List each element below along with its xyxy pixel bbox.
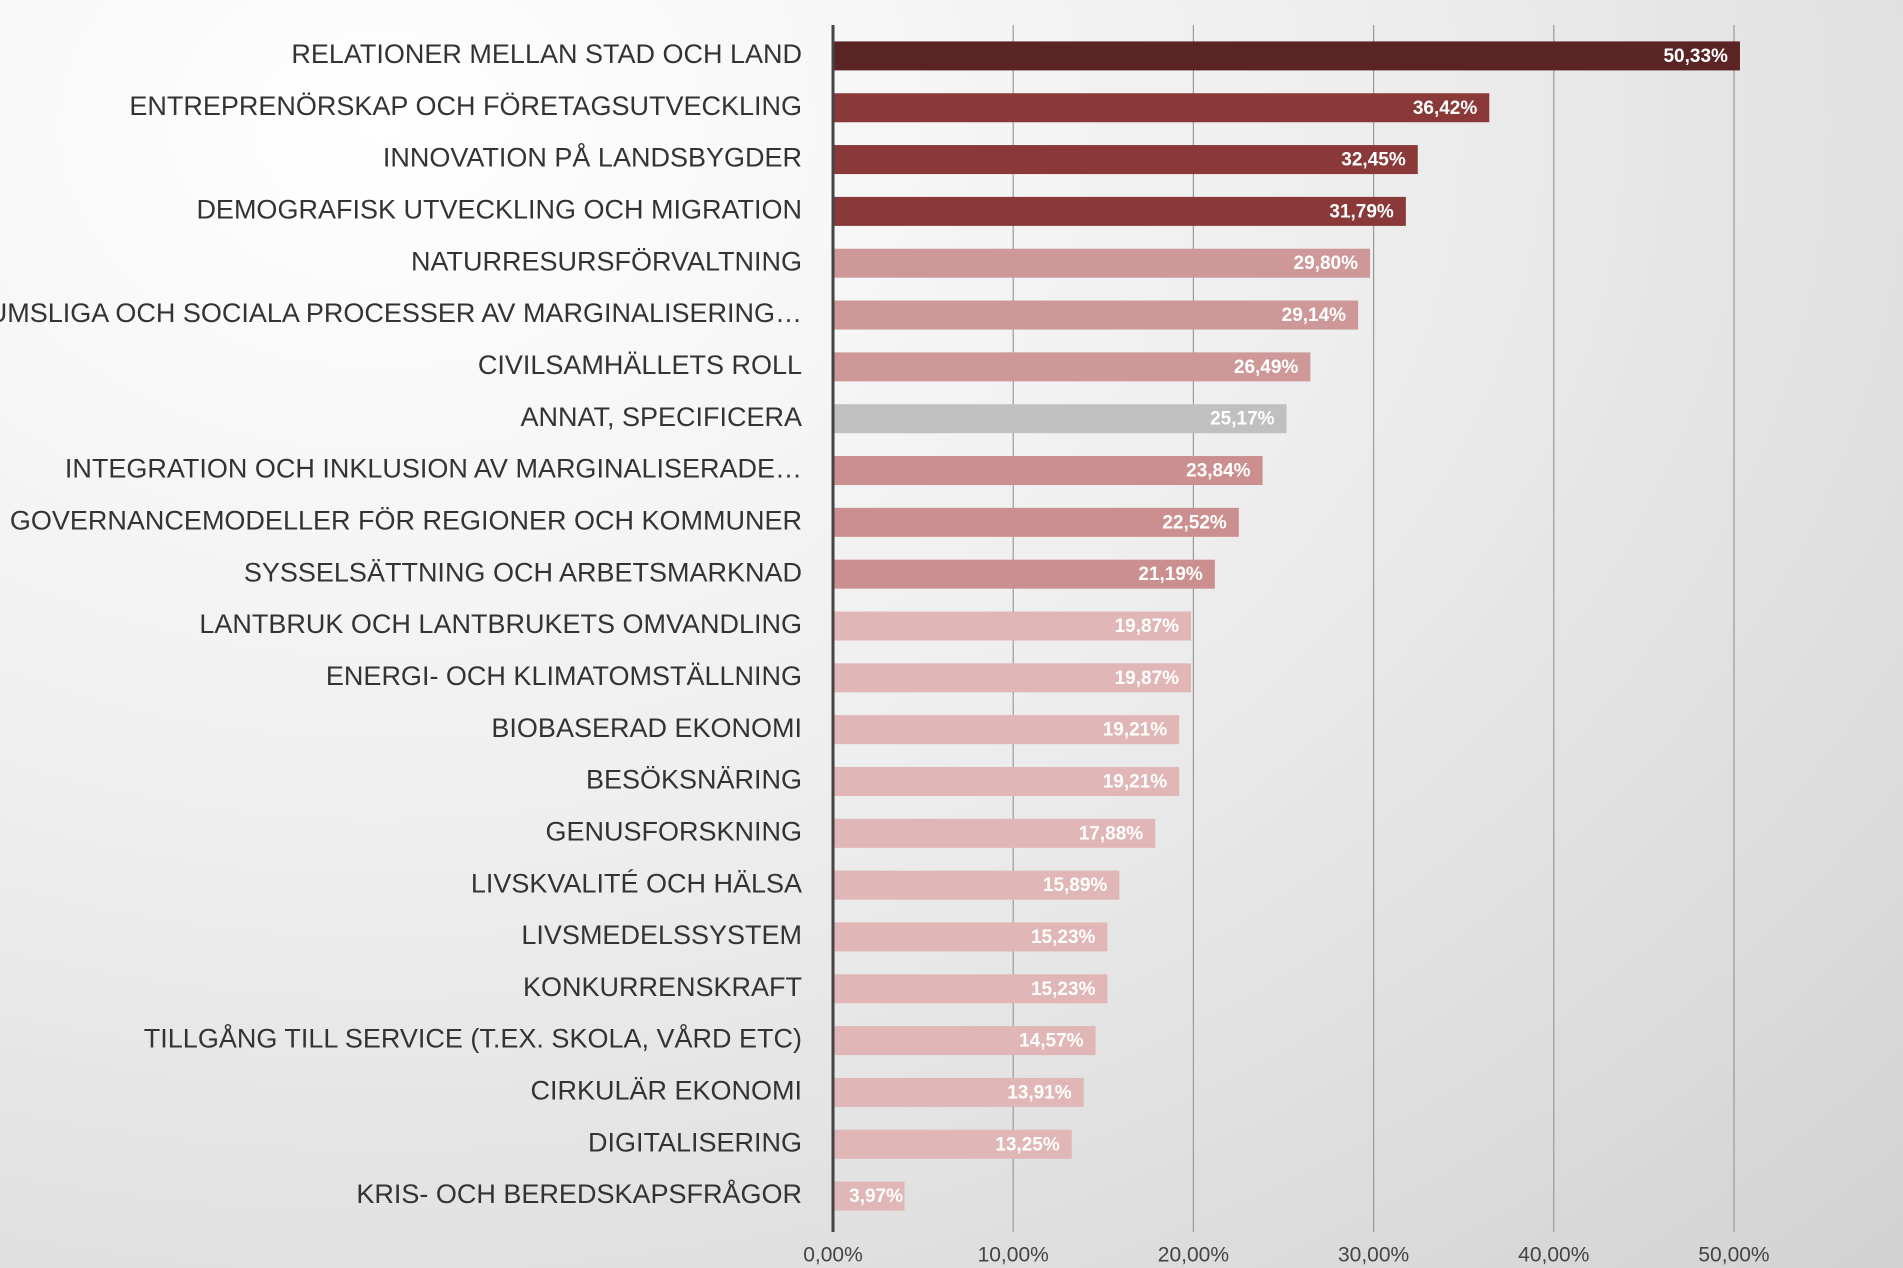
y-tick-label: GENUSFORSKNING (545, 816, 802, 846)
y-tick-label: CIRKULÄR EKONOMI (530, 1076, 802, 1106)
bar (833, 248, 1370, 278)
y-tick-label: INTEGRATION OCH INKLUSION AV MARGINALISE… (65, 454, 802, 484)
value-label: 14,57% (1019, 1031, 1084, 1052)
y-tick-label: LIVSMEDELSSYSTEM (521, 920, 802, 950)
x-tick-label: 20,00% (1158, 1244, 1229, 1267)
y-tick-label: GOVERNANCEMODELLER FÖR REGIONER OCH KOMM… (10, 505, 802, 535)
bar (833, 145, 1418, 175)
bar (833, 41, 1740, 71)
bar (833, 559, 1215, 589)
x-tick-label: 0,00% (803, 1244, 863, 1267)
value-label: 19,87% (1115, 668, 1180, 689)
value-label: 19,87% (1115, 616, 1180, 637)
y-tick-label: ENTREPRENÖRSKAP OCH FÖRETAGSUTVECKLING (129, 91, 802, 121)
y-tick-label: RUMSLIGA OCH SOCIALA PROCESSER AV MARGIN… (0, 298, 802, 328)
value-label: 29,80% (1294, 253, 1359, 274)
bar (833, 974, 1108, 1004)
y-tick-label: DEMOGRAFISK UTVECKLING OCH MIGRATION (196, 195, 802, 225)
y-tick-label: ANNAT, SPECIFICERA (520, 402, 802, 432)
x-tick-label: 40,00% (1518, 1244, 1589, 1267)
y-tick-label: RELATIONER MELLAN STAD OCH LAND (291, 39, 802, 69)
x-tick-label: 10,00% (978, 1244, 1049, 1267)
value-label: 15,23% (1031, 927, 1096, 948)
y-tick-label: LIVSKVALITÉ OCH HÄLSA (471, 868, 802, 898)
y-tick-label: NATURRESURSFÖRVALTNING (411, 246, 802, 276)
bar (833, 404, 1287, 434)
value-label: 25,17% (1210, 409, 1275, 430)
bar (833, 922, 1108, 952)
y-tick-label: DIGITALISERING (588, 1127, 802, 1157)
value-label: 19,21% (1103, 771, 1168, 792)
value-label: 32,45% (1341, 150, 1406, 171)
y-tick-label: BIOBASERAD EKONOMI (491, 713, 802, 743)
value-label: 22,52% (1162, 512, 1227, 533)
bar (833, 1077, 1084, 1107)
value-label: 26,49% (1234, 357, 1299, 378)
y-tick-label: CIVILSAMHÄLLETS ROLL (478, 350, 802, 380)
y-tick-label: SYSSELSÄTTNING OCH ARBETSMARKNAD (244, 557, 802, 587)
value-label: 3,97% (849, 1186, 903, 1207)
bar (833, 196, 1406, 226)
bar (833, 715, 1180, 745)
value-label: 21,19% (1138, 564, 1203, 585)
value-label: 15,89% (1043, 875, 1108, 896)
value-label: 19,21% (1103, 720, 1168, 741)
bar (833, 352, 1311, 382)
bar (833, 611, 1192, 641)
value-label: 36,42% (1413, 98, 1478, 119)
y-tick-label: KONKURRENSKRAFT (523, 972, 802, 1002)
x-tick-label: 50,00% (1698, 1244, 1769, 1267)
bar (833, 300, 1359, 330)
bar (833, 663, 1192, 693)
bar (833, 870, 1120, 900)
bar (833, 456, 1263, 486)
bar (833, 1026, 1096, 1056)
y-tick-label: LANTBRUK OCH LANTBRUKETS OMVANDLING (199, 609, 802, 639)
bar (833, 507, 1239, 537)
bar (833, 1129, 1072, 1159)
y-tick-label: BESÖKSNÄRING (586, 765, 802, 795)
y-tick-label: ENERGI- OCH KLIMATOMSTÄLLNING (326, 661, 802, 691)
value-label: 29,14% (1282, 305, 1347, 326)
x-tick-label: 30,00% (1338, 1244, 1409, 1267)
y-tick-label: INNOVATION PÅ LANDSBYGDER (383, 142, 802, 173)
value-label: 50,33% (1663, 46, 1728, 67)
value-label: 13,25% (995, 1134, 1060, 1155)
value-label: 13,91% (1007, 1082, 1072, 1103)
bar (833, 818, 1156, 848)
bar (833, 93, 1490, 123)
y-tick-label: KRIS- OCH BEREDSKAPSFRÅGOR (356, 1178, 802, 1209)
y-tick-label: TILLGÅNG TILL SERVICE (T.EX. SKOLA, VÅRD… (144, 1023, 802, 1054)
bar (833, 1181, 905, 1211)
value-label: 31,79% (1329, 201, 1394, 222)
value-label: 15,23% (1031, 979, 1096, 1000)
bar (833, 766, 1180, 796)
value-label: 17,88% (1079, 823, 1144, 844)
value-label: 23,84% (1186, 461, 1251, 482)
